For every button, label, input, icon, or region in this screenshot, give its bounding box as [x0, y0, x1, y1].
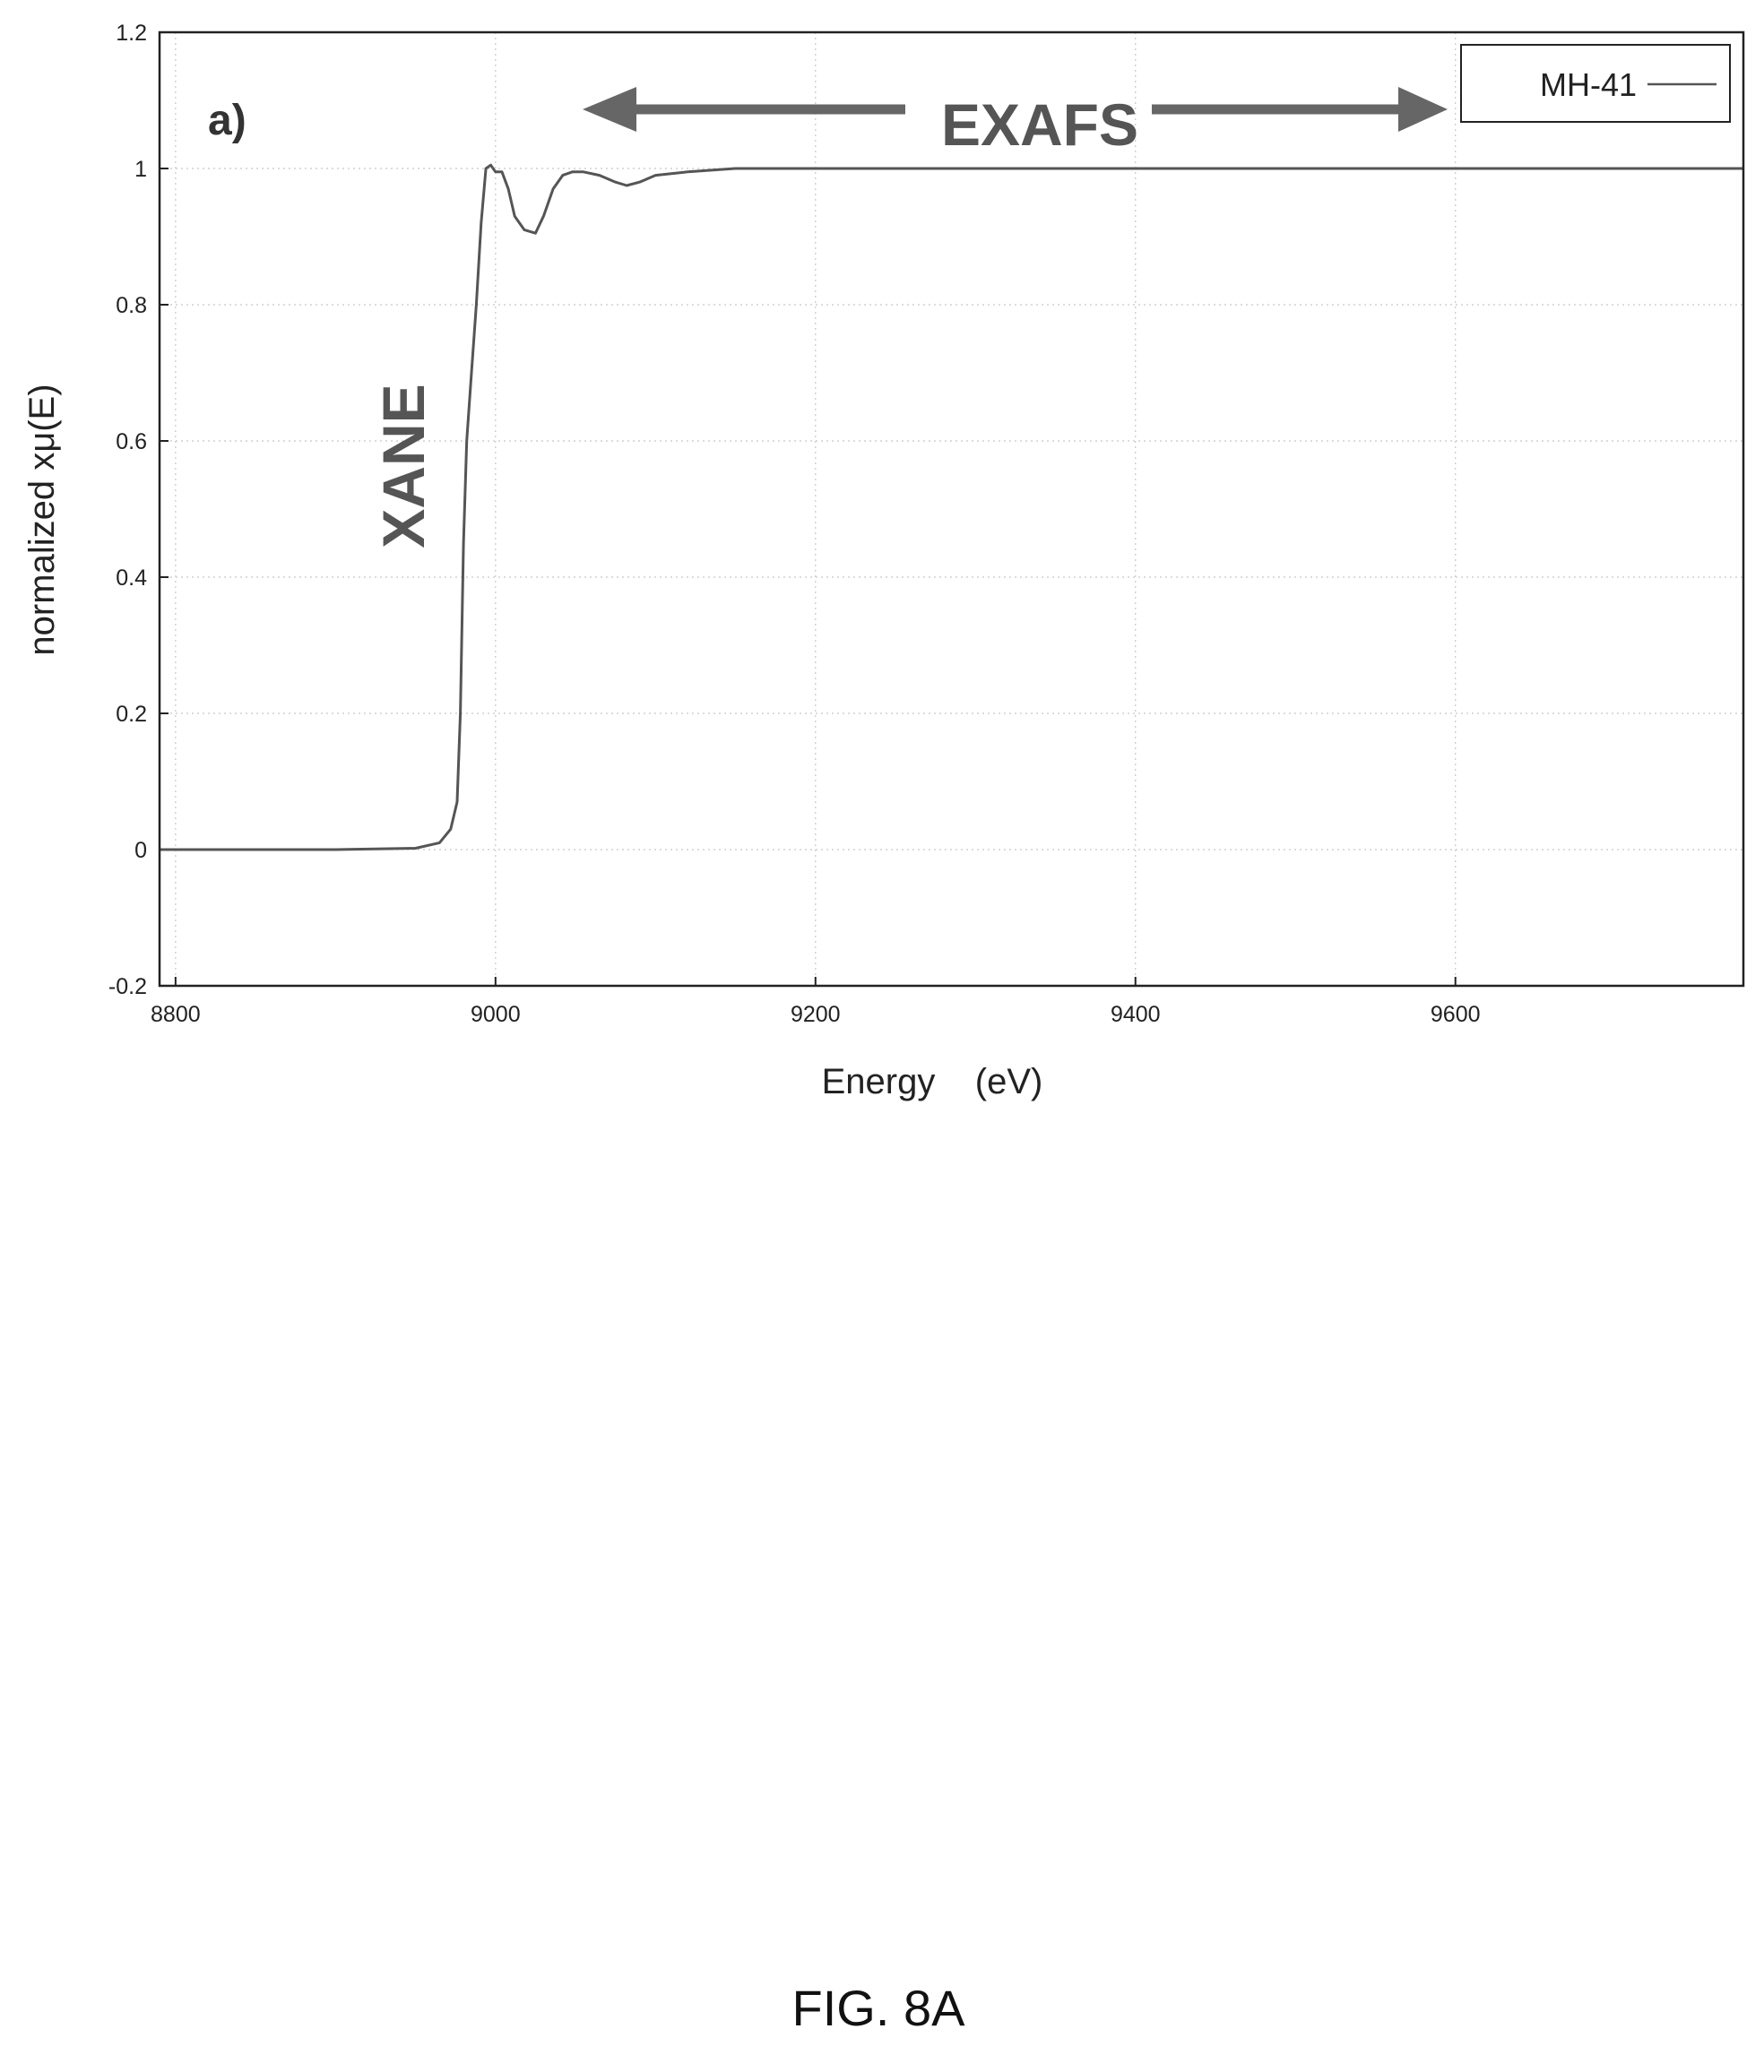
x-axis-ticks: 8800 9000 9200 9400 9600 — [151, 977, 1481, 1027]
exafs-right-arrow-head — [1398, 87, 1448, 132]
legend-series-name: MH-41 — [1540, 66, 1637, 103]
series-layer — [160, 163, 1743, 851]
x-tick-label: 9200 — [791, 1002, 841, 1027]
xane-label: XANE — [370, 384, 437, 548]
y-tick-label: 0 — [134, 838, 147, 863]
y-tick-label: 1.2 — [116, 21, 147, 46]
y-tick-label: -0.2 — [108, 974, 147, 999]
y-tick-label: 0.8 — [116, 293, 147, 318]
series-line-0 — [160, 163, 1743, 851]
y-tick-label: 0.4 — [116, 565, 147, 591]
exafs-annotation: EXAFS — [583, 87, 1448, 158]
x-tick-label: 9400 — [1111, 1002, 1161, 1027]
y-axis-ticks: -0.2 0 0.2 0.4 0.6 0.8 1 1.2 — [108, 21, 169, 999]
figure-caption: FIG. 8A — [792, 1980, 966, 2036]
y-axis-label: normalized xμ(E) — [22, 384, 62, 655]
plot-frame — [158, 30, 1745, 988]
y-tick-label: 1 — [134, 157, 147, 182]
x-tick-label: 8800 — [151, 1002, 201, 1027]
y-tick-label: 0.2 — [116, 702, 147, 727]
exafs-left-arrow-head — [583, 87, 636, 132]
x-tick-label: 9000 — [471, 1002, 521, 1027]
legend: MH-41 — [1460, 44, 1731, 123]
x-tick-label: 9600 — [1431, 1002, 1481, 1027]
panel-label: a) — [208, 97, 246, 144]
y-tick-label: 0.6 — [116, 429, 147, 454]
exafs-label: EXAFS — [941, 91, 1138, 158]
x-axis-label: Energy (eV) — [822, 1062, 1043, 1101]
